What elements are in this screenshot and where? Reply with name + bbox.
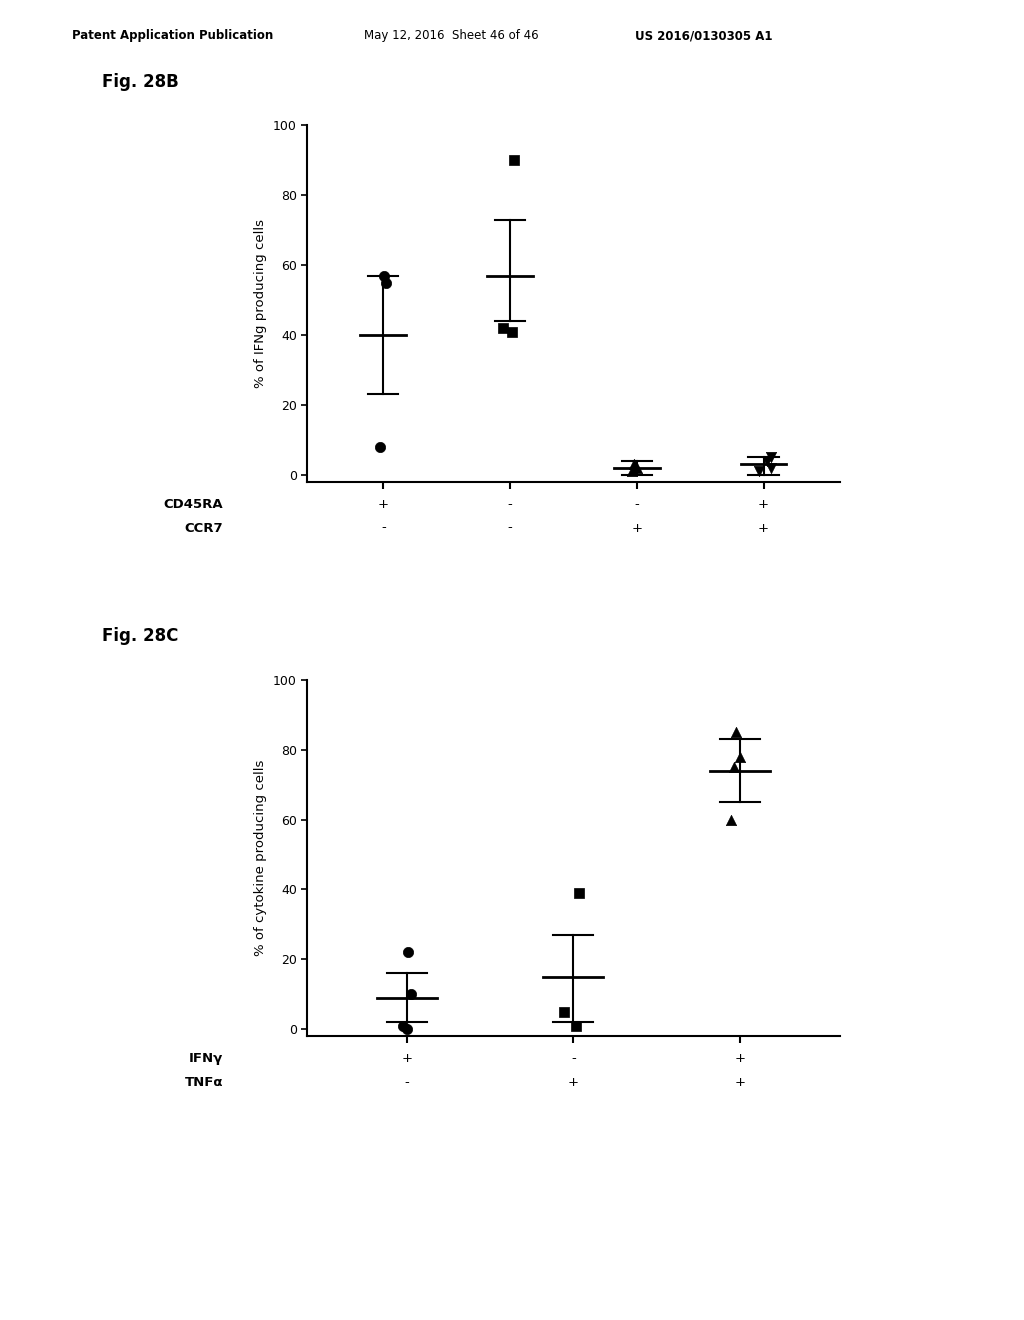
Text: IFNγ: IFNγ — [189, 1052, 223, 1065]
Point — [629, 457, 645, 478]
Text: +: + — [734, 1052, 745, 1065]
Point — [506, 149, 522, 170]
Point — [399, 941, 416, 962]
Point — [624, 461, 640, 482]
Point — [725, 756, 741, 777]
Point — [752, 461, 768, 482]
Text: May 12, 2016  Sheet 46 of 46: May 12, 2016 Sheet 46 of 46 — [364, 29, 539, 42]
Y-axis label: % of cytokine producing cells: % of cytokine producing cells — [254, 760, 267, 956]
Point — [378, 272, 394, 293]
Point — [403, 983, 420, 1005]
Text: CD45RA: CD45RA — [164, 498, 223, 511]
Text: US 2016/0130305 A1: US 2016/0130305 A1 — [635, 29, 772, 42]
Point — [495, 318, 511, 339]
Point — [626, 454, 642, 475]
Text: -: - — [508, 521, 512, 535]
Point — [763, 457, 779, 478]
Text: -: - — [381, 521, 386, 535]
Point — [759, 450, 775, 471]
Text: +: + — [378, 498, 389, 511]
Text: -: - — [508, 498, 512, 511]
Text: +: + — [568, 1076, 579, 1089]
Text: Fig. 28C: Fig. 28C — [102, 627, 179, 645]
Text: +: + — [632, 521, 642, 535]
Point — [763, 446, 779, 467]
Point — [376, 265, 392, 286]
Point — [568, 1015, 585, 1036]
Point — [394, 1015, 411, 1036]
Point — [570, 882, 587, 903]
Text: -: - — [404, 1076, 410, 1089]
Point — [727, 722, 743, 743]
Point — [372, 437, 388, 458]
Point — [723, 809, 739, 830]
Text: -: - — [571, 1052, 575, 1065]
Text: TNFα: TNFα — [184, 1076, 223, 1089]
Text: Fig. 28B: Fig. 28B — [102, 73, 179, 91]
Text: Patent Application Publication: Patent Application Publication — [72, 29, 273, 42]
Text: +: + — [758, 521, 769, 535]
Text: +: + — [758, 498, 769, 511]
Text: +: + — [401, 1052, 413, 1065]
Point — [399, 1019, 416, 1040]
Text: CCR7: CCR7 — [184, 521, 223, 535]
Point — [504, 321, 520, 342]
Text: -: - — [635, 498, 639, 511]
Point — [732, 746, 749, 767]
Text: +: + — [734, 1076, 745, 1089]
Point — [556, 1001, 572, 1022]
Y-axis label: % of IFNg producing cells: % of IFNg producing cells — [254, 219, 267, 388]
